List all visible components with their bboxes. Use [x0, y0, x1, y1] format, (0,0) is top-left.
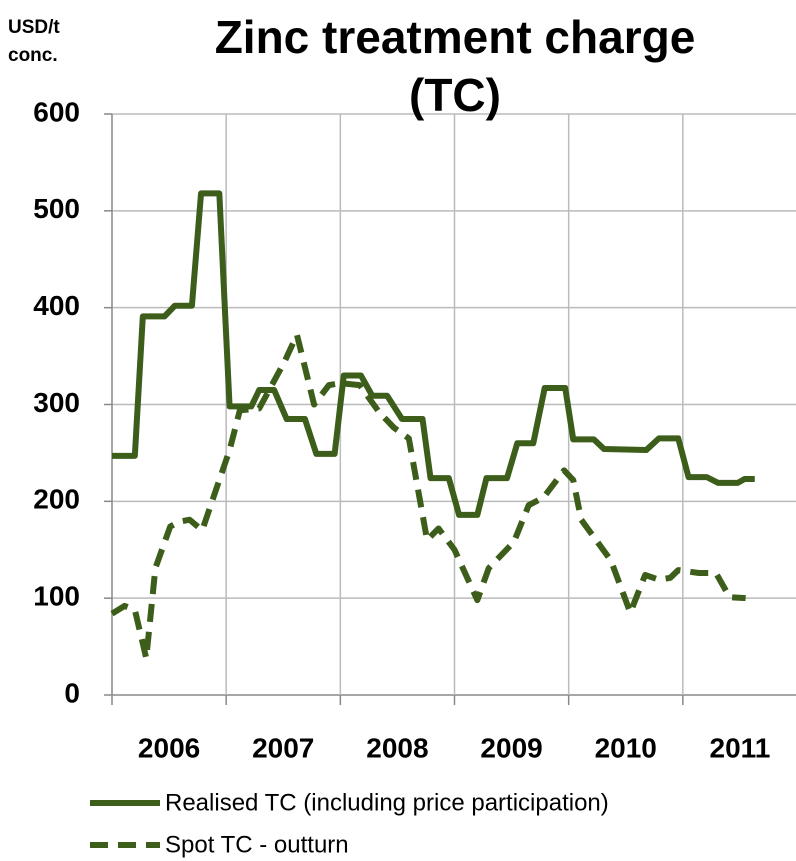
y-tick-label: 600 [33, 96, 80, 127]
x-tick-label: 2007 [252, 732, 314, 763]
legend-label: Realised TC (including price participati… [165, 789, 609, 816]
legend-label: Spot TC - outturn [165, 831, 349, 858]
data-line [112, 190, 755, 518]
x-tick-label: 2006 [138, 732, 200, 763]
y-tick-label: 300 [33, 387, 80, 418]
x-tick-label: 2010 [595, 732, 657, 763]
y-tick-label: 400 [33, 290, 80, 321]
y-tick-label: 100 [33, 581, 80, 612]
y-tick-label: 200 [33, 484, 80, 515]
x-tick-label: 2008 [366, 732, 428, 763]
y-axis-label: USD/t conc. [8, 17, 60, 66]
x-tick-label: 2011 [710, 732, 771, 763]
data-line [110, 331, 746, 662]
y-tick-label: 0 [64, 677, 80, 708]
x-tick-label: 2009 [480, 732, 542, 763]
y-tick-label: 500 [33, 193, 80, 224]
chart-title: Zinc treatment charge (TC) [214, 11, 696, 121]
